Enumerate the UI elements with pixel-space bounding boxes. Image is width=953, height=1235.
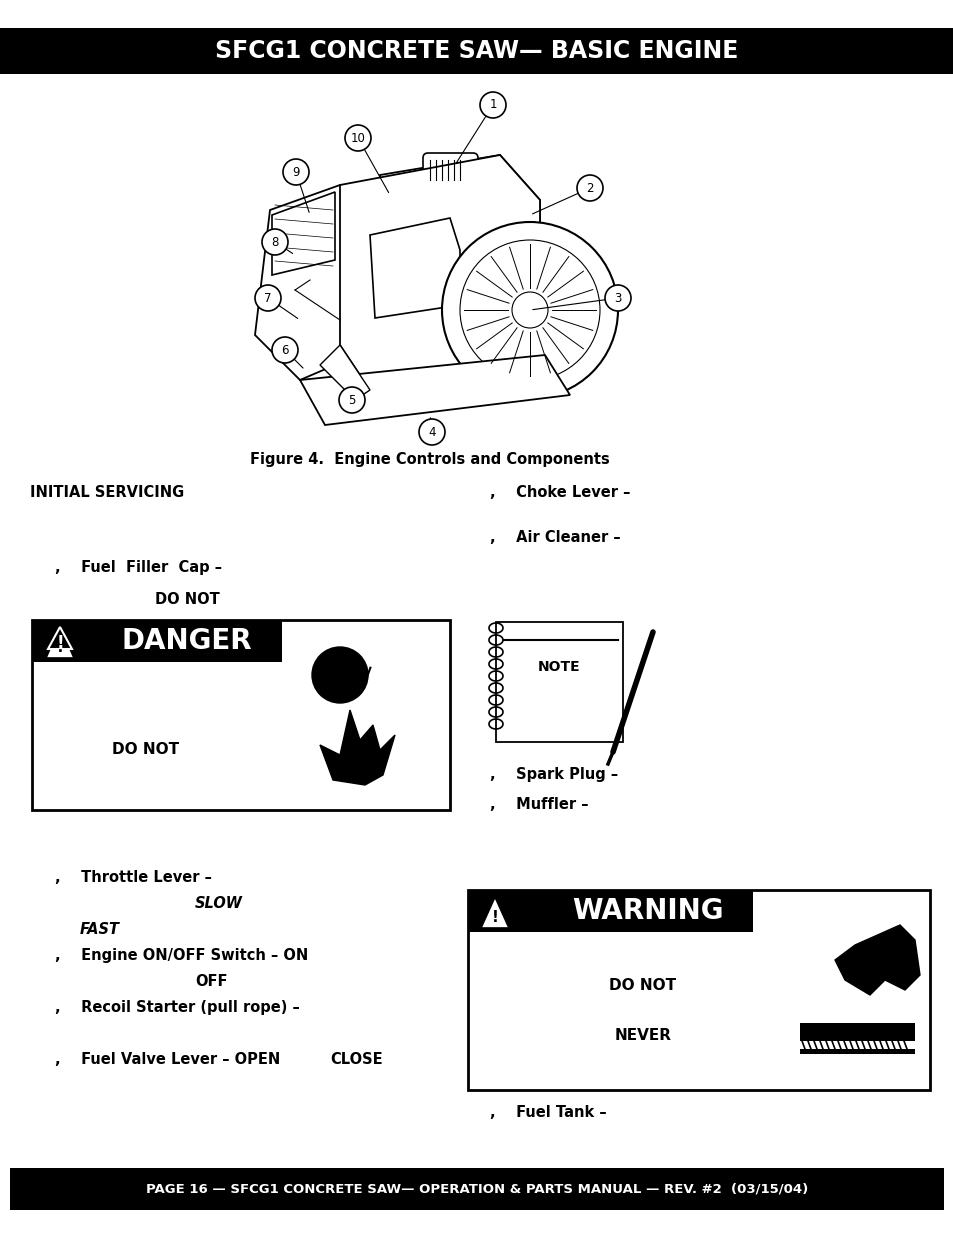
Text: 2: 2	[586, 182, 593, 194]
Circle shape	[479, 91, 505, 119]
Text: 9: 9	[292, 165, 299, 179]
Bar	[32, 620, 450, 810]
Circle shape	[262, 228, 288, 254]
Circle shape	[604, 285, 630, 311]
Text: 10: 10	[350, 131, 365, 144]
Text: SFCG1 CONCRETE SAW— BASIC ENGINE: SFCG1 CONCRETE SAW— BASIC ENGINE	[215, 40, 738, 63]
FancyBboxPatch shape	[422, 153, 477, 188]
Circle shape	[312, 647, 368, 703]
Text: FAST: FAST	[80, 923, 120, 937]
Bar	[468, 890, 929, 1091]
Circle shape	[459, 240, 599, 380]
Bar	[0, 28, 953, 74]
Bar	[800, 1049, 914, 1053]
Text: !: !	[491, 909, 497, 925]
Text: DO NOT: DO NOT	[609, 977, 676, 993]
Polygon shape	[370, 219, 459, 317]
Text: ,    Air Cleaner –: , Air Cleaner –	[490, 530, 620, 545]
Polygon shape	[319, 345, 370, 400]
Polygon shape	[834, 925, 919, 995]
Bar	[468, 890, 752, 932]
Circle shape	[283, 159, 309, 185]
Polygon shape	[480, 897, 509, 927]
Polygon shape	[48, 627, 71, 650]
Polygon shape	[379, 156, 539, 261]
Text: 6: 6	[281, 343, 289, 357]
Text: 8: 8	[271, 236, 278, 248]
Text: ,    Fuel  Filler  Cap –: , Fuel Filler Cap –	[55, 559, 222, 576]
Bar	[32, 620, 282, 662]
Circle shape	[577, 175, 602, 201]
Text: 5: 5	[348, 394, 355, 406]
Polygon shape	[272, 191, 335, 275]
Text: 7: 7	[264, 291, 272, 305]
Text: ,    Spark Plug –: , Spark Plug –	[490, 767, 618, 782]
Text: DO NOT: DO NOT	[112, 742, 179, 757]
Polygon shape	[299, 354, 569, 425]
Circle shape	[345, 125, 371, 151]
Text: OFF: OFF	[194, 974, 227, 989]
Text: ,    Fuel Tank –: , Fuel Tank –	[490, 1105, 606, 1120]
Circle shape	[441, 222, 618, 398]
Text: ,    Muffler –: , Muffler –	[490, 797, 588, 811]
Text: NOTE: NOTE	[537, 659, 580, 674]
Bar	[10, 1168, 943, 1210]
Polygon shape	[339, 156, 539, 390]
Bar	[496, 622, 622, 742]
Text: ,    Engine ON/OFF Switch – ON: , Engine ON/OFF Switch – ON	[55, 948, 308, 963]
Text: DANGER: DANGER	[122, 627, 252, 655]
Circle shape	[272, 337, 297, 363]
Text: !: !	[56, 634, 64, 652]
Text: 1: 1	[489, 99, 497, 111]
Polygon shape	[319, 710, 395, 785]
Text: Figure 4.  Engine Controls and Components: Figure 4. Engine Controls and Components	[250, 452, 609, 467]
Text: CLOSE: CLOSE	[330, 1052, 382, 1067]
Polygon shape	[254, 185, 370, 380]
Text: DO NOT: DO NOT	[154, 592, 219, 606]
Text: !: !	[56, 640, 63, 655]
Text: INITIAL SERVICING: INITIAL SERVICING	[30, 485, 184, 500]
Bar	[800, 1023, 914, 1041]
Text: SLOW: SLOW	[194, 897, 243, 911]
Text: ,    Recoil Starter (pull rope) –: , Recoil Starter (pull rope) –	[55, 1000, 299, 1015]
Text: ,    Choke Lever –: , Choke Lever –	[490, 485, 630, 500]
Polygon shape	[46, 626, 74, 658]
Text: PAGE 16 — SFCG1 CONCRETE SAW— OPERATION & PARTS MANUAL — REV. #2  (03/15/04): PAGE 16 — SFCG1 CONCRETE SAW— OPERATION …	[146, 1182, 807, 1195]
Text: ,    Throttle Lever –: , Throttle Lever –	[55, 869, 212, 885]
Text: ,    Fuel Valve Lever – OPEN: , Fuel Valve Lever – OPEN	[55, 1052, 280, 1067]
Text: NEVER: NEVER	[614, 1028, 671, 1042]
Text: 4: 4	[428, 426, 436, 438]
Text: WARNING: WARNING	[572, 897, 723, 925]
Circle shape	[512, 291, 547, 329]
Circle shape	[418, 419, 444, 445]
Circle shape	[338, 387, 365, 412]
Text: 3: 3	[614, 291, 621, 305]
Circle shape	[254, 285, 281, 311]
